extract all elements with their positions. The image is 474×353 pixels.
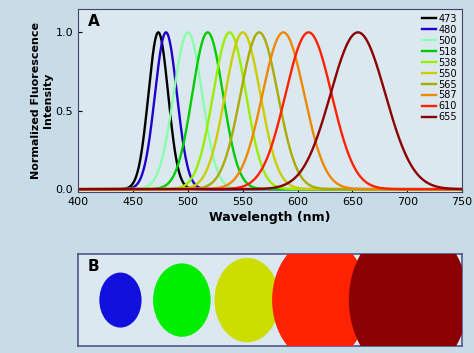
Text: B: B [88,259,100,274]
X-axis label: Wavelength (nm): Wavelength (nm) [210,211,331,224]
Ellipse shape [100,273,142,328]
Ellipse shape [272,238,368,353]
Legend: 473, 480, 500, 518, 538, 550, 565, 587, 610, 655: 473, 480, 500, 518, 538, 550, 565, 587, … [420,12,459,124]
Y-axis label: Normalized Fluorescence
Intensity: Normalized Fluorescence Intensity [31,22,53,179]
Text: A: A [88,14,100,29]
Ellipse shape [349,223,468,353]
Ellipse shape [215,258,280,342]
Ellipse shape [153,263,210,337]
